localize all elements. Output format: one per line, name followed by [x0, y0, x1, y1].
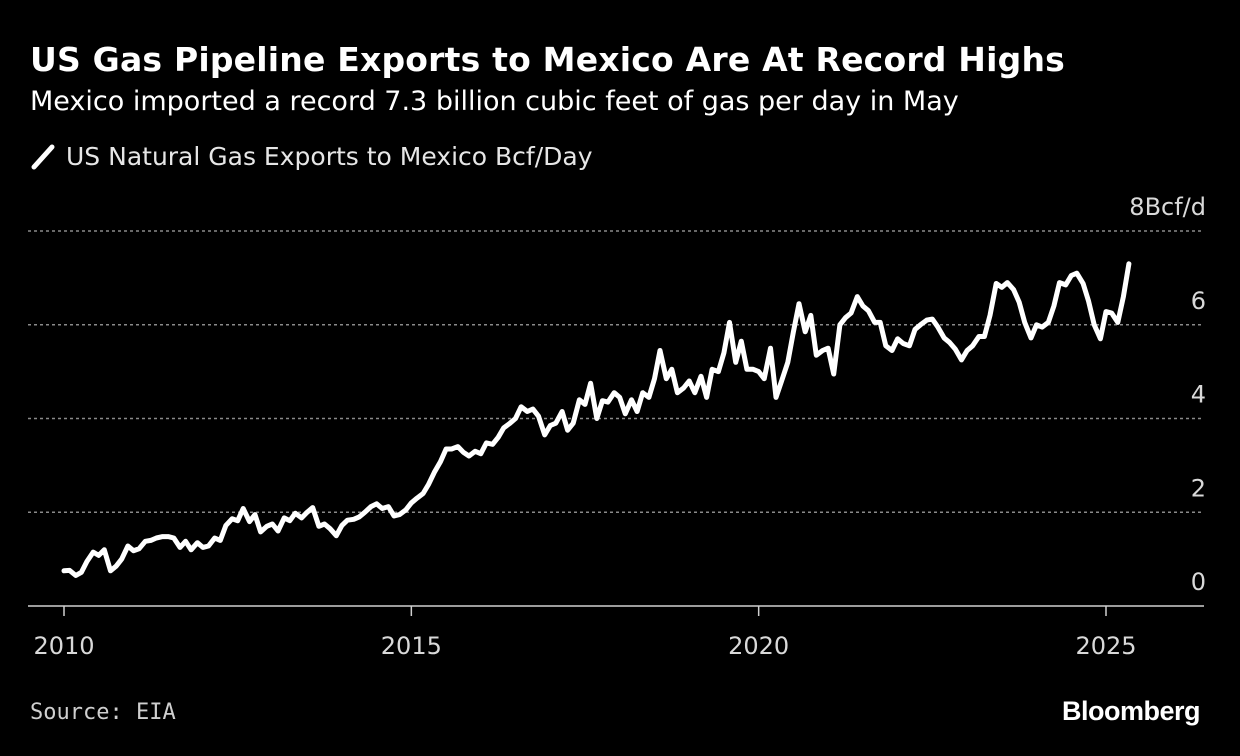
legend-label: US Natural Gas Exports to Mexico Bcf/Day	[66, 142, 593, 171]
tick-labels: 0 2 4 6 8Bcf/d 2010 2015 2020 2025	[33, 193, 1206, 660]
y-tick-label: 8Bcf/d	[1129, 193, 1206, 221]
y-tick-label: 6	[1191, 287, 1206, 315]
series-line-0	[61, 261, 1132, 578]
bloomberg-logo: Bloomberg	[1061, 696, 1201, 726]
legend: US Natural Gas Exports to Mexico Bcf/Day	[30, 142, 593, 171]
y-tick-label: 4	[1191, 381, 1206, 409]
source-note: Source: EIA	[30, 700, 176, 725]
x-tick-label: 2010	[33, 632, 94, 660]
x-tick-label: 2020	[728, 632, 789, 660]
x-tick-label: 2025	[1075, 632, 1136, 660]
gridlines	[28, 230, 1204, 513]
y-tick-label: 2	[1191, 474, 1206, 502]
legend-line-icon	[31, 144, 55, 169]
x-tick-label: 2015	[381, 632, 442, 660]
y-tick-label: 0	[1191, 568, 1206, 596]
series	[61, 261, 1132, 578]
axes	[28, 605, 1204, 616]
chart-subtitle: Mexico imported a record 7.3 billion cub…	[30, 86, 959, 117]
chart-title: US Gas Pipeline Exports to Mexico Are At…	[30, 40, 1065, 79]
